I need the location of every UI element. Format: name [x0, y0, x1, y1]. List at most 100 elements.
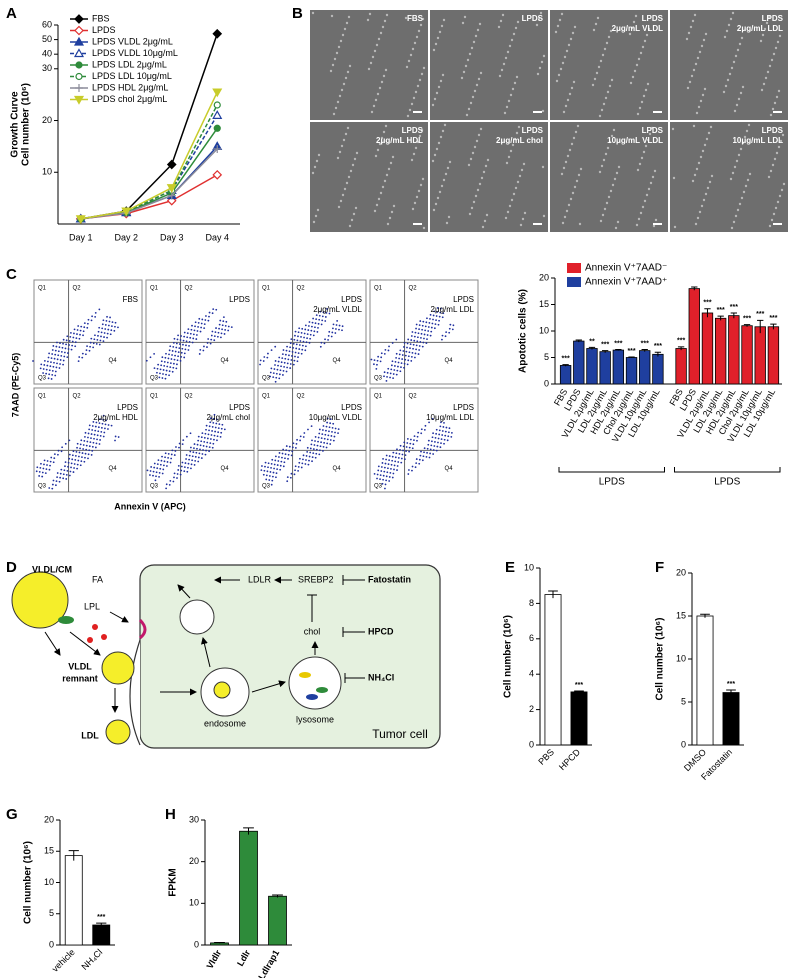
cell [639, 211, 643, 215]
cell [439, 135, 443, 139]
label: HPCD [368, 626, 394, 636]
event [203, 327, 206, 330]
event [84, 456, 86, 459]
flow-plot [257, 279, 367, 385]
cell [700, 204, 704, 208]
event [281, 456, 283, 459]
cell [342, 82, 346, 86]
event [71, 340, 74, 343]
event [65, 473, 68, 476]
event [168, 370, 171, 373]
label: Tumor cell [372, 727, 428, 741]
cell [633, 69, 637, 73]
event [297, 331, 300, 334]
event [191, 324, 193, 327]
event [55, 480, 58, 483]
event [388, 459, 391, 462]
event [439, 425, 442, 428]
event [335, 324, 338, 326]
event [327, 434, 330, 437]
event [84, 452, 87, 455]
quadrant-label: Q4 [333, 466, 342, 472]
event [176, 338, 179, 341]
event [280, 460, 283, 463]
event [156, 463, 159, 466]
cell [350, 218, 354, 222]
cell [433, 97, 437, 101]
event [107, 424, 110, 426]
event [105, 319, 108, 322]
event [278, 356, 281, 359]
y-tick-label: 20 [676, 567, 686, 577]
event [88, 424, 91, 427]
cell [690, 74, 694, 78]
event [212, 421, 215, 424]
event [183, 470, 186, 473]
event [335, 328, 337, 330]
event [322, 425, 325, 427]
cell [578, 222, 582, 226]
event [434, 323, 437, 326]
event [53, 357, 56, 360]
event [338, 324, 341, 327]
event [213, 335, 216, 338]
significance: *** [627, 348, 635, 355]
arrow [69, 631, 101, 656]
event [427, 326, 430, 328]
cell [644, 88, 648, 92]
event [76, 333, 78, 335]
event [196, 447, 198, 450]
cell [431, 103, 435, 107]
event [149, 356, 152, 359]
cell [483, 219, 487, 223]
event [149, 474, 151, 476]
significance: *** [756, 311, 764, 318]
event [215, 327, 217, 329]
cell [336, 100, 340, 104]
cell [646, 82, 650, 86]
series-line [80, 174, 218, 220]
event [175, 367, 178, 370]
cell [573, 25, 577, 29]
event [261, 465, 263, 467]
bar [754, 326, 766, 385]
cell [648, 132, 652, 136]
event [411, 351, 414, 354]
event [173, 337, 176, 340]
event [84, 435, 86, 438]
cell [514, 26, 518, 30]
event [443, 442, 445, 445]
event [418, 328, 420, 331]
event [404, 358, 407, 361]
quadrant-label: Q4 [445, 466, 454, 472]
bar [239, 830, 258, 946]
event [52, 479, 55, 482]
event [161, 455, 163, 458]
event [306, 337, 308, 340]
event [192, 333, 195, 336]
event [431, 436, 434, 439]
event [67, 461, 70, 464]
event [376, 477, 378, 480]
cell [556, 24, 560, 28]
event [421, 345, 424, 348]
event [64, 465, 66, 468]
error-bar [272, 894, 283, 898]
event [333, 435, 336, 438]
event [415, 344, 418, 347]
event [305, 455, 308, 457]
event [325, 429, 327, 432]
event [416, 340, 419, 343]
event [62, 359, 65, 362]
event [274, 360, 277, 362]
event [276, 468, 279, 471]
label: remnant [62, 673, 98, 683]
event [433, 445, 436, 447]
event [404, 354, 407, 357]
marker [121, 207, 132, 217]
cell [410, 158, 414, 162]
cell [448, 160, 452, 164]
event [193, 447, 195, 450]
event [425, 342, 428, 345]
cell [314, 214, 318, 218]
